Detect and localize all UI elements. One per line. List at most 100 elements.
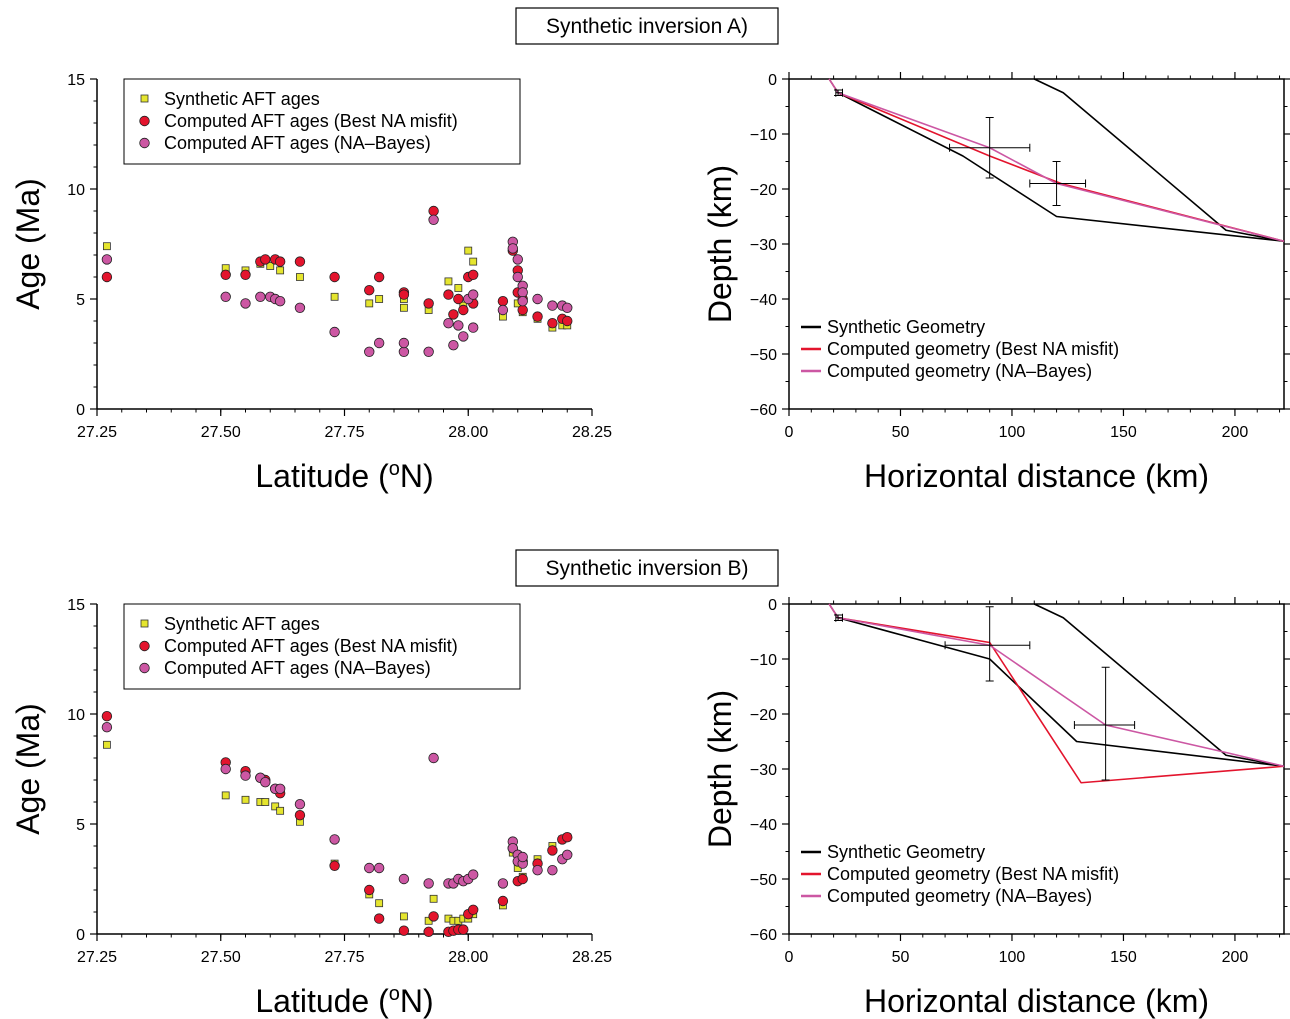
bayes-age-point bbox=[468, 289, 479, 300]
y-tick-label: −40 bbox=[750, 817, 777, 834]
bayes-age-point bbox=[329, 326, 340, 338]
bayes-age-point bbox=[458, 331, 469, 342]
x-tick-label: 0 bbox=[785, 949, 794, 966]
y-axis-label: Age (Ma) bbox=[10, 703, 46, 835]
x-tick-label: 200 bbox=[1222, 424, 1249, 441]
x-axis-label: Latitude (oN) bbox=[255, 983, 433, 1019]
x-tick-label: 200 bbox=[1222, 949, 1249, 966]
bayes-age-point bbox=[255, 291, 266, 303]
x-tick-label: 27.75 bbox=[324, 424, 364, 441]
best-misfit-age-point bbox=[562, 315, 573, 327]
bayes-age-point bbox=[101, 722, 113, 733]
legend-circle-marker bbox=[139, 662, 150, 674]
best-misfit-age-point bbox=[329, 271, 340, 283]
bayes-age-point bbox=[547, 865, 558, 876]
error-cross bbox=[949, 117, 1031, 179]
y-tick-label: −40 bbox=[750, 292, 777, 309]
geometry-line bbox=[1033, 603, 1285, 768]
legend-box bbox=[123, 603, 521, 690]
bayes-age-point bbox=[468, 322, 479, 333]
legend-entry: Computed AFT ages (NA–Bayes) bbox=[164, 133, 431, 153]
x-axis-label: Horizontal distance (km) bbox=[864, 983, 1209, 1019]
geometry-line bbox=[1033, 78, 1285, 243]
bayes-age-point bbox=[220, 291, 231, 303]
y-tick-label: 0 bbox=[76, 402, 85, 419]
y-tick-label: −50 bbox=[750, 347, 777, 364]
bayes-age-point bbox=[448, 340, 459, 351]
synthetic-age-point bbox=[266, 262, 275, 270]
best-misfit-age-point bbox=[517, 304, 528, 316]
bayes-age-point bbox=[329, 834, 340, 845]
best-misfit-age-point bbox=[497, 296, 509, 307]
x-axis-label: Horizontal distance (km) bbox=[864, 458, 1209, 494]
y-tick-label: 15 bbox=[67, 72, 85, 89]
best-misfit-age-point bbox=[443, 289, 454, 300]
best-misfit-age-point bbox=[497, 895, 509, 907]
y-tick-label: −50 bbox=[750, 872, 777, 889]
bayes-age-point bbox=[562, 302, 573, 314]
best-misfit-age-point bbox=[532, 311, 543, 322]
y-tick-label: 5 bbox=[76, 292, 85, 309]
bayes-age-point bbox=[373, 862, 385, 874]
bayes-age-point bbox=[364, 346, 375, 358]
bayes-age-point bbox=[398, 873, 410, 885]
x-tick-label: 100 bbox=[999, 424, 1026, 441]
age-plot-b: 27.25 27.50 27.75 28.00 28.25 0 5 10 15 Latitude … bbox=[10, 597, 612, 1019]
synthetic-age-point bbox=[241, 795, 250, 804]
legend-entry: Synthetic Geometry bbox=[827, 842, 985, 862]
x-tick-label: 28.00 bbox=[448, 424, 488, 441]
x-tick-label: 27.50 bbox=[201, 424, 241, 441]
best-misfit-age-point bbox=[373, 271, 385, 283]
y-axis-label: Depth (km) bbox=[702, 165, 738, 323]
geometry-line bbox=[828, 603, 1285, 784]
y-tick-label: 0 bbox=[768, 597, 777, 614]
best-misfit-age-point bbox=[220, 269, 231, 281]
legend-entry: Computed AFT ages (Best NA misfit) bbox=[164, 636, 458, 656]
bayes-age-point bbox=[423, 346, 434, 358]
best-misfit-age-point bbox=[364, 884, 375, 896]
bayes-age-point bbox=[562, 849, 573, 861]
best-misfit-age-point bbox=[364, 285, 375, 296]
best-misfit-age-point bbox=[458, 304, 469, 316]
best-misfit-age-point bbox=[260, 254, 271, 265]
y-axis-label: Depth (km) bbox=[702, 690, 738, 848]
y-tick-label: 5 bbox=[76, 817, 85, 834]
bayes-age-point bbox=[468, 869, 479, 880]
best-misfit-age-point bbox=[274, 256, 286, 267]
legend-box bbox=[123, 78, 521, 165]
bayes-age-point bbox=[398, 337, 410, 349]
title-a: Synthetic inversion A) bbox=[546, 15, 748, 38]
bayes-age-point bbox=[220, 763, 231, 775]
best-misfit-age-point bbox=[240, 269, 251, 281]
best-misfit-age-point bbox=[458, 924, 469, 935]
bayes-age-point bbox=[512, 271, 523, 283]
x-tick-label: 27.75 bbox=[324, 949, 364, 966]
synthetic-age-point bbox=[375, 899, 384, 908]
synthetic-age-point bbox=[221, 791, 230, 800]
best-misfit-age-point bbox=[562, 832, 573, 843]
legend-circle-marker bbox=[139, 137, 150, 149]
legend-square-marker bbox=[140, 619, 149, 628]
best-misfit-age-point bbox=[423, 298, 434, 309]
error-cross bbox=[834, 88, 844, 97]
y-tick-label: 10 bbox=[67, 182, 85, 199]
best-misfit-age-point bbox=[423, 926, 434, 938]
y-tick-label: 15 bbox=[67, 597, 85, 614]
x-tick-label: 27.25 bbox=[77, 949, 117, 966]
bayes-age-point bbox=[497, 878, 509, 889]
geometry-plot-a: 0 50 100 150 200 0 −10 −20 −30 −40 −50 −60 Horizonta… bbox=[702, 72, 1290, 494]
synthetic-age-point bbox=[330, 292, 339, 301]
legend-circle-marker bbox=[139, 640, 150, 652]
bayes-age-point bbox=[398, 346, 410, 358]
error-cross bbox=[1029, 161, 1087, 206]
bayes-age-point bbox=[260, 777, 271, 788]
bayes-age-point bbox=[274, 783, 286, 795]
y-tick-label: −20 bbox=[750, 182, 777, 199]
x-tick-label: 150 bbox=[1110, 424, 1137, 441]
synthetic-age-point bbox=[429, 894, 438, 903]
legend-entry: Synthetic Geometry bbox=[827, 317, 985, 337]
